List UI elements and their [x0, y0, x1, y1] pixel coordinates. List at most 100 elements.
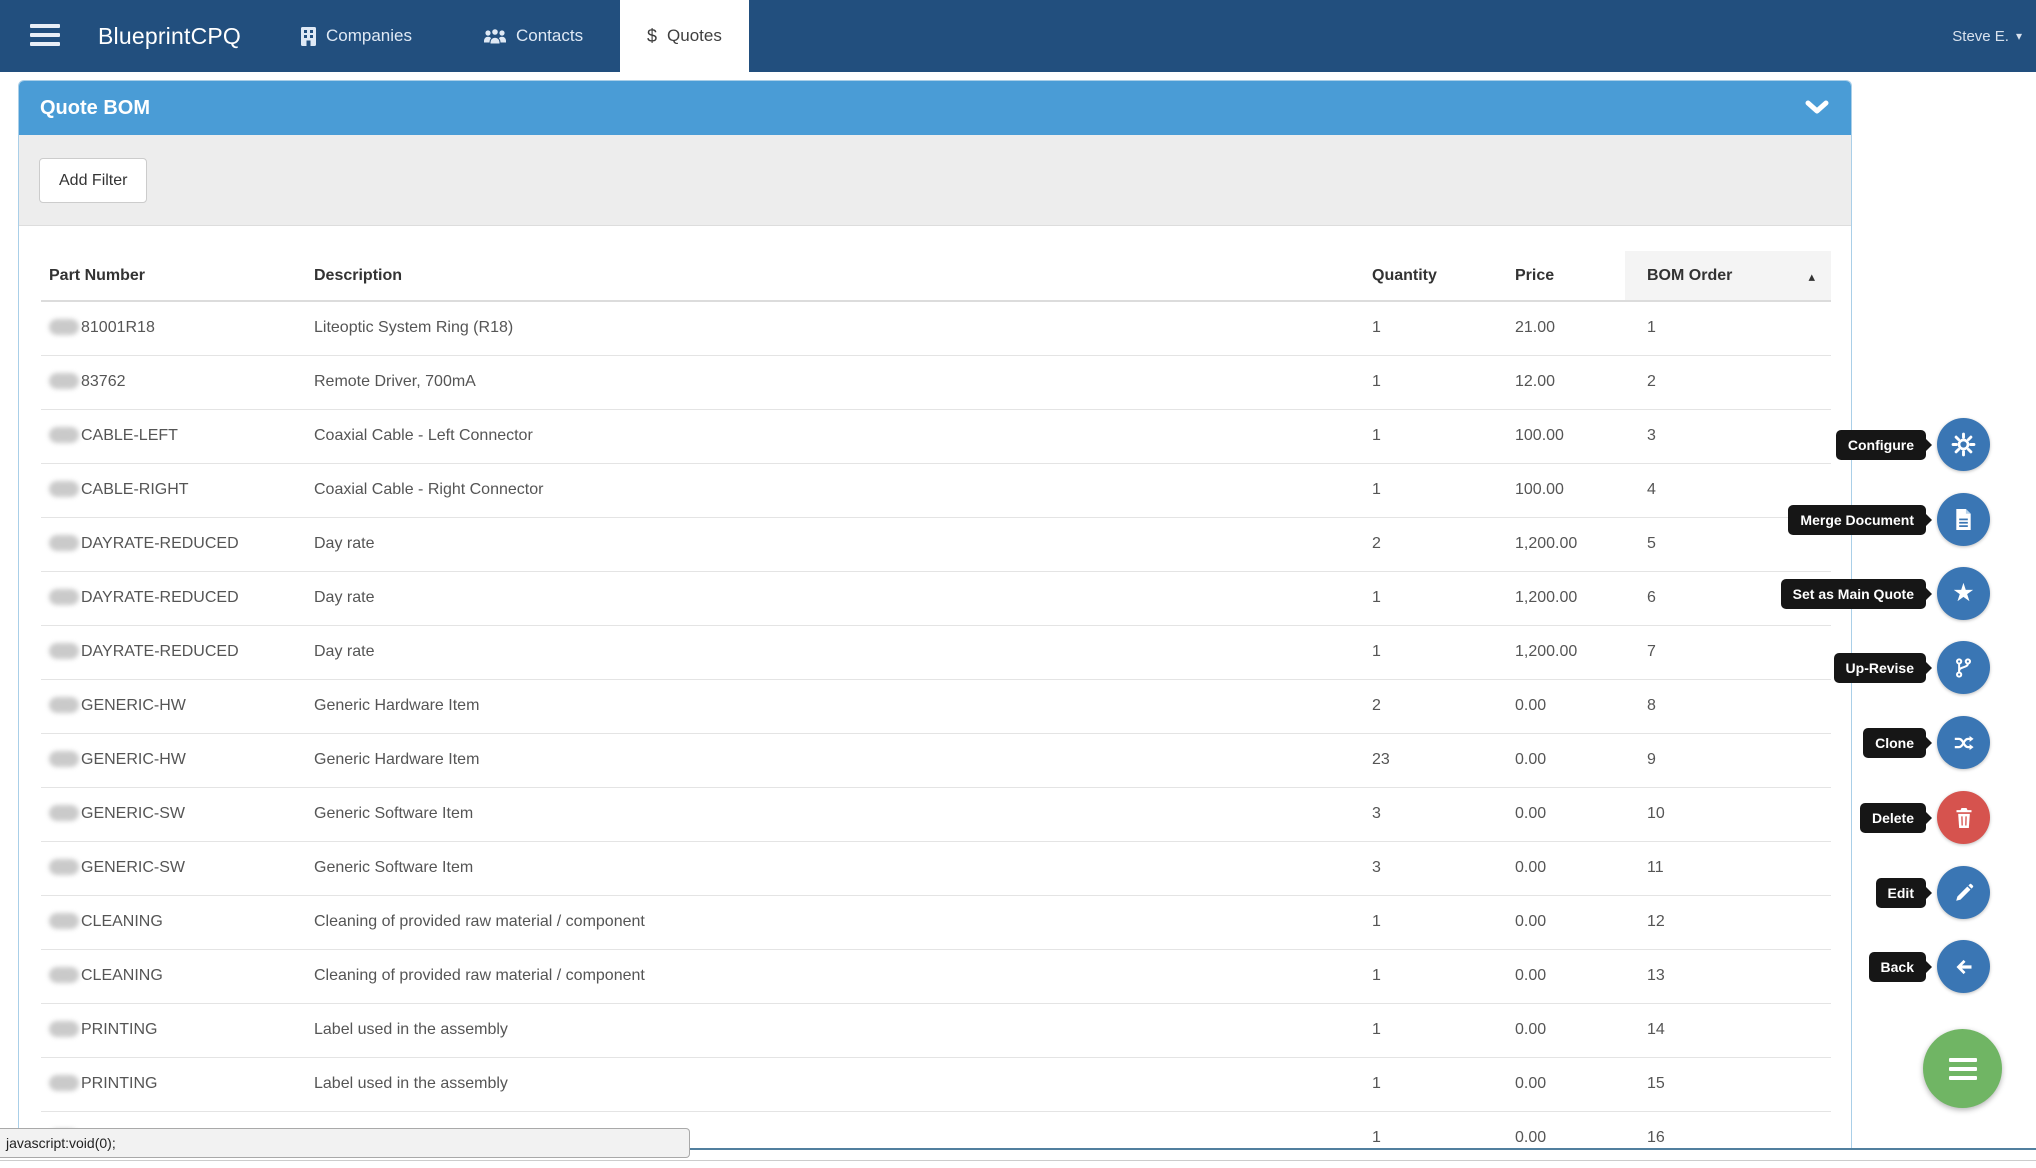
- cell-price: 21.00: [1507, 301, 1625, 356]
- table-row[interactable]: 81001R18 Liteoptic System Ring (R18) 1 2…: [41, 301, 1831, 356]
- cell-price: 0.00: [1507, 1111, 1625, 1149]
- column-header-price[interactable]: Price: [1507, 251, 1625, 302]
- clone-button[interactable]: [1937, 716, 1990, 769]
- tooltip-clone: Clone: [1863, 727, 1932, 758]
- table-row[interactable]: CABLE-LEFT Coaxial Cable - Left Connecto…: [41, 409, 1831, 464]
- cell-price: 100.00: [1507, 409, 1625, 464]
- table-row[interactable]: PRINTING Label used in the assembly 1 0.…: [41, 1003, 1831, 1058]
- cell-bom-order: 3: [1625, 409, 1831, 464]
- redacted-prefix: [49, 697, 79, 713]
- column-header-quantity[interactable]: Quantity: [1364, 251, 1507, 302]
- cell-price: 0.00: [1507, 841, 1625, 896]
- table-row[interactable]: GENERIC-SW Generic Software Item 3 0.00 …: [41, 841, 1831, 896]
- nav-item-contacts[interactable]: Contacts: [483, 0, 583, 72]
- cell-price: 100.00: [1507, 463, 1625, 518]
- column-header-bom-order[interactable]: BOM Order ▴: [1625, 251, 1831, 302]
- cell-price: 1,200.00: [1507, 517, 1625, 572]
- cell-part-number: CABLE-LEFT: [41, 409, 306, 464]
- column-header-description[interactable]: Description: [306, 251, 1364, 302]
- back-button[interactable]: [1937, 940, 1990, 993]
- window-bottom-line: [0, 1160, 2036, 1161]
- cell-bom-order: 12: [1625, 895, 1831, 950]
- tooltip-merge-document: Merge Document: [1788, 504, 1932, 535]
- cell-quantity: 1: [1364, 463, 1507, 518]
- table-row[interactable]: DAYRATE-REDUCED Day rate 1 1,200.00 6: [41, 571, 1831, 626]
- table-row[interactable]: CABLE-RIGHT Coaxial Cable - Right Connec…: [41, 463, 1831, 518]
- hamburger-menu-icon[interactable]: [30, 24, 60, 48]
- cell-description: Remote Driver, 700mA: [306, 355, 1364, 410]
- column-header-part-number[interactable]: Part Number: [41, 251, 306, 302]
- redacted-prefix: [49, 913, 79, 929]
- add-filter-button[interactable]: Add Filter: [39, 158, 148, 203]
- cell-price: 0.00: [1507, 1003, 1625, 1058]
- action-edit: Edit: [1875, 866, 1990, 919]
- cell-part-number: CLEANING: [41, 949, 306, 1004]
- table-row[interactable]: GENERIC-SW Generic Software Item 3 0.00 …: [41, 787, 1831, 842]
- redacted-prefix: [49, 427, 79, 443]
- nav-item-label: Quotes: [667, 26, 722, 45]
- fab-menu-button[interactable]: [1923, 1029, 2002, 1108]
- table-row[interactable]: 83762 Remote Driver, 700mA 1 12.00 2: [41, 355, 1831, 410]
- table-row[interactable]: DAYRATE-REDUCED Day rate 2 1,200.00 5: [41, 517, 1831, 572]
- action-back: Back: [1868, 940, 1990, 993]
- cell-description: Generic Software Item: [306, 787, 1364, 842]
- trash-icon: [1954, 807, 1974, 829]
- delete-button[interactable]: [1937, 791, 1990, 844]
- table-row[interactable]: PRINTING Label used in the assembly 1 0.…: [41, 1057, 1831, 1112]
- top-navbar: BlueprintCPQ Companies Contacts $ Quotes: [0, 0, 2036, 72]
- set-as-main-quote-button[interactable]: ★: [1937, 567, 1990, 620]
- edit-button[interactable]: [1937, 866, 1990, 919]
- cell-quantity: 1: [1364, 895, 1507, 950]
- cell-part-number: GENERIC-SW: [41, 787, 306, 842]
- tooltip-delete: Delete: [1859, 802, 1933, 833]
- cell-description: Label used in the assembly: [306, 1057, 1364, 1112]
- table-row[interactable]: GENERIC-HW Generic Hardware Item 2 0.00 …: [41, 679, 1831, 734]
- shuffle-icon: [1952, 732, 1975, 754]
- merge-document-button[interactable]: [1937, 493, 1990, 546]
- cell-part-number: DAYRATE-REDUCED: [41, 625, 306, 680]
- table-header-row: Part Number Description Quantity Price B…: [41, 251, 1831, 302]
- cell-description: Day rate: [306, 517, 1364, 572]
- action-merge-document: Merge Document: [1788, 493, 1990, 546]
- cell-part-number: 81001R18: [41, 301, 306, 356]
- cell-description: Day rate: [306, 625, 1364, 680]
- configure-button[interactable]: [1937, 418, 1990, 471]
- cell-description: Coaxial Cable - Right Connector: [306, 463, 1364, 518]
- quote-bom-panel: Quote BOM Add Filter Part Number Descrip…: [18, 80, 1852, 1149]
- cell-price: 12.00: [1507, 355, 1625, 410]
- table-row[interactable]: CLEANING Cleaning of provided raw materi…: [41, 949, 1831, 1004]
- nav-tab-quotes-active[interactable]: $ Quotes: [620, 0, 749, 72]
- nav-item-label: Contacts: [516, 26, 584, 45]
- cell-quantity: 3: [1364, 787, 1507, 842]
- action-delete: Delete: [1859, 791, 1990, 844]
- redacted-prefix: [49, 751, 79, 767]
- browser-status-bar: javascript:void(0);: [0, 1128, 690, 1158]
- cell-quantity: 2: [1364, 517, 1507, 572]
- table-row[interactable]: DAYRATE-REDUCED Day rate 1 1,200.00 7: [41, 625, 1831, 680]
- cell-bom-order: 15: [1625, 1057, 1831, 1112]
- action-up-revise: Up-Revise: [1833, 641, 1990, 694]
- cell-part-number: PRINTING: [41, 1057, 306, 1112]
- user-menu[interactable]: Steve E. ▾: [1952, 0, 2022, 72]
- action-configure: Configure: [1835, 418, 1990, 471]
- dollar-icon: $: [647, 25, 658, 46]
- gear-icon: [1951, 432, 1976, 457]
- cell-part-number: GENERIC-SW: [41, 841, 306, 896]
- sort-asc-icon: ▴: [1808, 269, 1815, 284]
- collapse-chevron-icon[interactable]: [1805, 100, 1829, 115]
- cell-description: Coaxial Cable - Left Connector: [306, 409, 1364, 464]
- up-revise-button[interactable]: [1937, 641, 1990, 694]
- table-row[interactable]: GENERIC-HW Generic Hardware Item 23 0.00…: [41, 733, 1831, 788]
- action-clone: Clone: [1863, 716, 1990, 769]
- window-bottom-edge: [0, 1148, 2036, 1150]
- cell-bom-order: 10: [1625, 787, 1831, 842]
- cell-quantity: 2: [1364, 679, 1507, 734]
- table-row[interactable]: CLEANING Cleaning of provided raw materi…: [41, 895, 1831, 950]
- redacted-prefix: [49, 1075, 79, 1091]
- nav-item-companies[interactable]: Companies: [300, 0, 412, 72]
- cell-bom-order: 16: [1625, 1111, 1831, 1149]
- cell-price: 0.00: [1507, 1057, 1625, 1112]
- cell-part-number: DAYRATE-REDUCED: [41, 517, 306, 572]
- redacted-prefix: [49, 859, 79, 875]
- app-brand[interactable]: BlueprintCPQ: [98, 23, 242, 49]
